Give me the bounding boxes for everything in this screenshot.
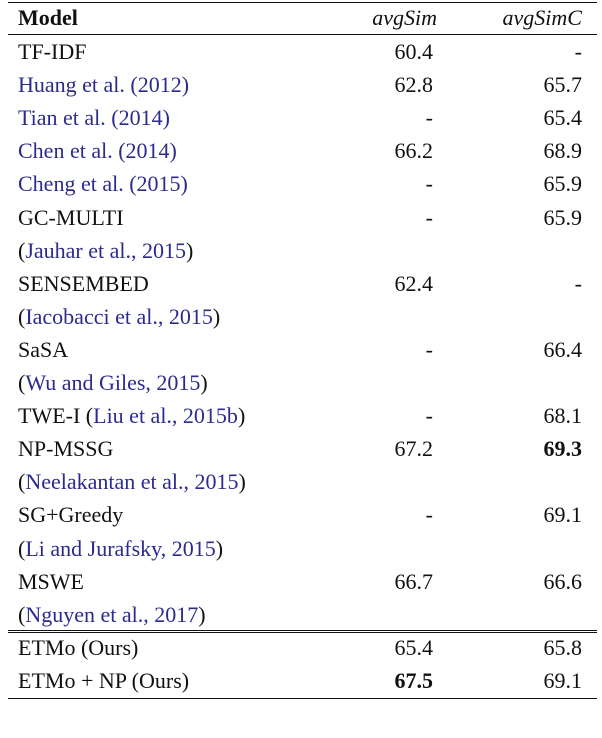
model-cell: (Iacobacci et al., 2015) bbox=[18, 304, 220, 330]
citation-link[interactable]: Li and Jurafsky, 2015 bbox=[25, 535, 216, 561]
model-text: ) bbox=[215, 535, 224, 561]
model-text: ( bbox=[18, 303, 26, 329]
score-cell: - bbox=[425, 403, 433, 429]
table-rule bbox=[8, 631, 597, 633]
table-rule bbox=[8, 698, 597, 699]
model-cell: (Neelakantan et al., 2015) bbox=[18, 469, 246, 495]
model-text: NP-MSSG bbox=[18, 436, 114, 462]
model-text: SaSA bbox=[18, 336, 69, 362]
citation-link[interactable]: Huang et al. (2012) bbox=[18, 72, 190, 98]
score-cell: - bbox=[425, 502, 433, 528]
model-text: ) bbox=[200, 370, 208, 395]
score-cell: 66.6 bbox=[543, 568, 583, 594]
score-cell: 67.5 bbox=[394, 667, 434, 693]
model-cell: (Nguyen et al., 2017) bbox=[18, 602, 206, 628]
table-rule bbox=[8, 629, 597, 631]
score-cell: 66.7 bbox=[394, 568, 434, 594]
score-cell: 68.9 bbox=[543, 138, 583, 164]
citation-link[interactable]: Iacobacci et al., 2015 bbox=[25, 303, 213, 329]
citation-link[interactable]: Wu and Giles, 2015 bbox=[25, 370, 201, 395]
model-text: ) bbox=[212, 303, 221, 329]
score-cell: 65.7 bbox=[543, 72, 583, 98]
model-text: ( bbox=[18, 535, 26, 561]
model-cell: SG+Greedy bbox=[18, 502, 123, 528]
score-cell: 68.1 bbox=[543, 403, 583, 429]
model-text: ) bbox=[237, 403, 246, 429]
score-cell: - bbox=[425, 204, 433, 230]
score-cell: 65.9 bbox=[543, 204, 583, 230]
citation-link[interactable]: Jauhar et al., 2015 bbox=[25, 237, 186, 263]
score-cell: 62.4 bbox=[394, 270, 434, 296]
model-text: GC-MULTI bbox=[18, 204, 124, 230]
score-cell: 65.9 bbox=[543, 171, 583, 197]
score-cell: - bbox=[574, 39, 582, 64]
model-text: ) bbox=[198, 601, 206, 627]
score-cell: 65.8 bbox=[543, 634, 583, 660]
score-cell: 62.8 bbox=[394, 72, 434, 98]
model-cell: NP-MSSG bbox=[18, 436, 113, 462]
header-cell: avgSim bbox=[372, 5, 437, 30]
score-cell: - bbox=[425, 336, 433, 362]
score-cell: 69.1 bbox=[543, 667, 583, 693]
model-cell: (Wu and Giles, 2015) bbox=[18, 370, 208, 396]
model-cell: Chen et al. (2014) bbox=[18, 138, 177, 164]
score-cell: 66.4 bbox=[543, 336, 583, 362]
score-cell: 65.4 bbox=[394, 634, 434, 660]
citation-link[interactable]: Liu et al., 2015b bbox=[93, 403, 238, 429]
model-text: ) bbox=[238, 469, 246, 495]
model-cell: SaSA bbox=[18, 337, 68, 363]
model-cell: TF-IDF bbox=[18, 39, 86, 65]
model-cell: Tian et al. (2014) bbox=[18, 105, 170, 131]
model-cell: ETMo + NP (Ours) bbox=[18, 668, 189, 694]
model-text: ( bbox=[18, 601, 26, 627]
score-cell: 69.3 bbox=[543, 436, 583, 462]
model-text: TF-IDF bbox=[18, 39, 87, 64]
score-cell: 60.4 bbox=[394, 39, 434, 64]
citation-link[interactable]: Neelakantan et al., 2015 bbox=[25, 469, 239, 495]
score-cell: - bbox=[425, 171, 433, 197]
model-text: ( bbox=[18, 469, 26, 495]
header-cell: Model bbox=[18, 5, 78, 30]
model-text: ETMo (Ours) bbox=[18, 634, 139, 660]
model-text: ETMo + NP (Ours) bbox=[18, 667, 190, 693]
model-text: SENSEMBED bbox=[18, 270, 149, 296]
model-text: ) bbox=[186, 237, 194, 263]
score-cell: - bbox=[574, 270, 582, 296]
model-cell: ETMo (Ours) bbox=[18, 635, 138, 661]
model-cell: GC-MULTI bbox=[18, 205, 124, 231]
citation-link[interactable]: Chen et al. (2014) bbox=[18, 138, 177, 164]
model-text: ( bbox=[18, 370, 26, 395]
model-text: TWE-I ( bbox=[18, 403, 94, 429]
model-cell: TWE-I (Liu et al., 2015b) bbox=[18, 403, 245, 429]
model-cell: (Jauhar et al., 2015) bbox=[18, 238, 193, 264]
header-cell: avgSimC bbox=[502, 5, 582, 30]
score-cell: 66.2 bbox=[394, 138, 434, 164]
model-cell: (Li and Jurafsky, 2015) bbox=[18, 536, 223, 562]
table-rule bbox=[8, 2, 597, 3]
score-cell: 67.2 bbox=[394, 436, 434, 462]
citation-link[interactable]: Nguyen et al., 2017 bbox=[25, 601, 199, 627]
model-cell: SENSEMBED bbox=[18, 271, 149, 297]
model-cell: MSWE bbox=[18, 569, 84, 595]
score-cell: 65.4 bbox=[543, 105, 583, 131]
citation-link[interactable]: Tian et al. (2014) bbox=[18, 105, 170, 131]
model-cell: Cheng et al. (2015) bbox=[18, 171, 188, 197]
model-text: ( bbox=[18, 237, 26, 263]
score-cell: 69.1 bbox=[543, 502, 583, 528]
score-cell: - bbox=[425, 105, 433, 131]
citation-link[interactable]: Cheng et al. (2015) bbox=[18, 171, 188, 197]
table-rule bbox=[8, 34, 597, 35]
model-text: MSWE bbox=[18, 568, 84, 594]
model-text: SG+Greedy bbox=[18, 502, 124, 528]
model-cell: Huang et al. (2012) bbox=[18, 72, 189, 98]
